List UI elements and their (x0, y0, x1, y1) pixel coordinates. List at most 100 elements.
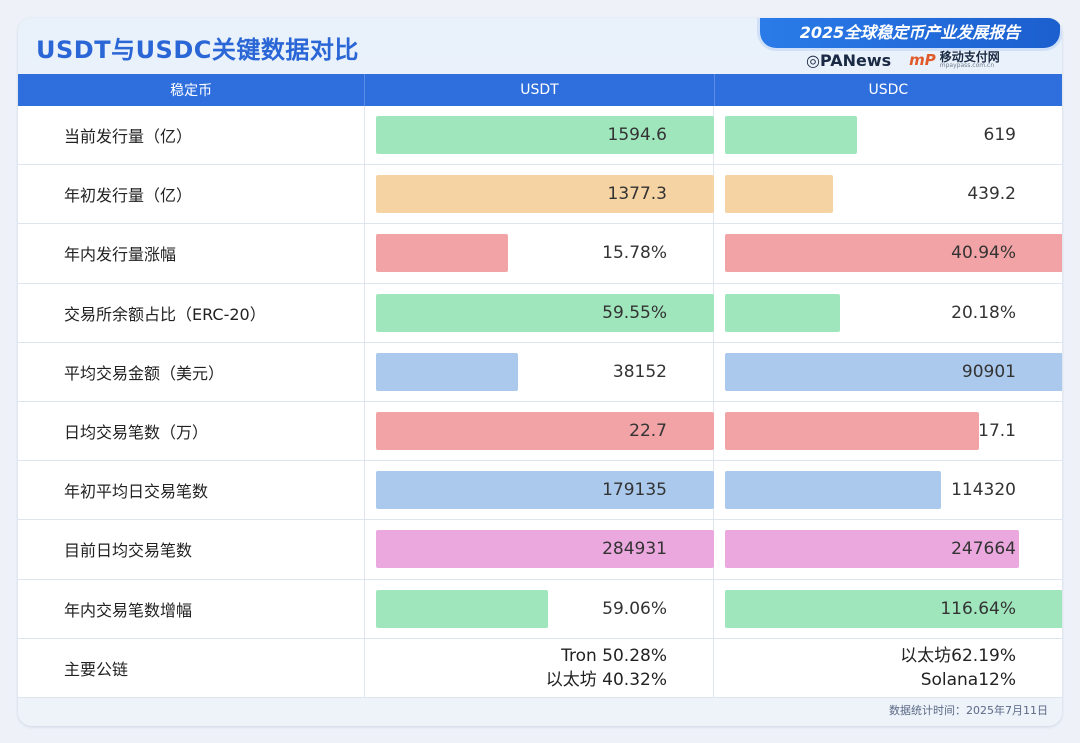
usdt-value: 15.78% (602, 243, 667, 264)
usdt-cell: 59.06% (365, 579, 714, 638)
table-body: 当前发行量（亿） 1594.6 619 年初发行量（亿） 1377.3 439.2 年内发行… (18, 106, 1062, 639)
usdc-cell: 17.1 (714, 402, 1062, 460)
usdt-bar (376, 293, 714, 332)
usdt-value: 1594.6 (607, 125, 667, 146)
usdt-cell: 284931 (365, 520, 714, 579)
table-row: 目前日均交易笔数 284931 247664 (18, 520, 1062, 580)
usdt-value: 38152 (612, 361, 667, 382)
usdt-bar (376, 234, 508, 273)
data-table: 稳定币 USDT USDC 当前发行量（亿） 1594.6 619 年初发行量（亿） 1… (18, 74, 1062, 698)
logo-bar: ◎PANews mP 移动支付网 mpaypass.com.cn (798, 48, 1062, 72)
usdt-cell: 1594.6 (365, 106, 714, 165)
usdc-cell: 114320 (714, 461, 1062, 519)
table-row: 年内交易笔数增幅 59.06% 116.64% (18, 579, 1062, 639)
usdc-cell: 20.18% (714, 284, 1062, 342)
data-date-footer: 数据统计时间：2025年7月11日 (889, 704, 1048, 717)
usdc-chain-list: 以太坊62.19% Solana12% (900, 643, 1016, 693)
mp-mark-icon: mP (909, 51, 936, 69)
usdt-cell: 179135 (365, 461, 714, 520)
usdt-bar (376, 116, 714, 154)
usdt-value: 1377.3 (607, 184, 667, 205)
usdc-bar (725, 411, 979, 450)
usdc-cell: 以太坊62.19% Solana12% (714, 639, 1062, 697)
panews-logo-text: PANews (819, 50, 892, 70)
header-usdc: USDC (868, 82, 909, 98)
usdt-value: 59.55% (602, 302, 667, 323)
page-title: USDT与USDC关键数据对比 (36, 36, 359, 64)
usdt-value: 22.7 (629, 421, 667, 442)
usdc-bar (725, 471, 941, 510)
usdt-bar (376, 352, 518, 391)
row-label: 当前发行量（亿） (18, 106, 365, 165)
panews-o-icon: ◎ (806, 50, 820, 70)
usdc-bar (725, 175, 833, 214)
usdc-bar (725, 234, 1062, 273)
usdt-cell: 15.78% (365, 224, 714, 283)
mp-logo-en: mpaypass.com.cn (939, 62, 995, 69)
table-row: 当前发行量（亿） 1594.6 619 (18, 106, 1062, 166)
usdt-cell: Tron 50.28% 以太坊 40.32% (365, 638, 714, 697)
usdc-value: 90901 (961, 361, 1016, 382)
row-label: 主要公链 (18, 638, 365, 697)
table-row: 年初平均日交易笔数 179135 114320 (18, 461, 1062, 521)
table-row: 交易所余额占比（ERC-20） 59.55% 20.18% (18, 283, 1062, 343)
usdc-bar (725, 530, 1019, 569)
row-label: 年内交易笔数增幅 (18, 579, 365, 638)
table-row: 年内发行量涨幅 15.78% 40.94% (18, 224, 1062, 284)
row-label: 年内发行量涨幅 (18, 224, 365, 283)
usdc-bar (725, 293, 840, 332)
usdt-cell: 38152 (365, 342, 714, 401)
table-row: 日均交易笔数（万） 22.7 17.1 (18, 401, 1062, 462)
usdc-value: 17.1 (978, 421, 1016, 442)
usdt-chain-2: 以太坊 40.32% (545, 669, 667, 690)
usdc-value: 247664 (951, 539, 1016, 560)
row-label: 交易所余额占比（ERC-20） (18, 283, 365, 342)
usdt-bar (376, 530, 714, 569)
usdt-bar (376, 471, 714, 510)
header-usdt: USDT (365, 74, 715, 106)
usdc-cell: 247664 (714, 520, 1062, 578)
header-stablecoin: 稳定币 (18, 74, 366, 106)
usdc-cell: 116.64% (714, 580, 1062, 638)
chain-row: 主要公链 Tron 50.28% 以太坊 40.32% 以太坊62.19% So… (18, 638, 1062, 698)
row-label: 年初平均日交易笔数 (18, 461, 365, 520)
usdt-value: 284931 (602, 539, 667, 560)
table-row: 年初发行量（亿） 1377.3 439.2 (18, 165, 1062, 225)
usdc-bar (725, 352, 1062, 391)
panews-logo: ◎PANews (806, 51, 891, 70)
mp-logo-text: 移动支付网 mpaypass.com.cn (940, 51, 1000, 69)
row-label: 平均交易金额（美元） (18, 342, 365, 401)
table-header: 稳定币 USDT USDC (18, 74, 1062, 106)
table-row: 平均交易金额（美元） 38152 90901 (18, 342, 1062, 402)
usdc-bar (725, 116, 857, 154)
usdt-cell: 22.7 (365, 401, 714, 461)
usdc-bar (725, 589, 1062, 628)
usdc-value: 439.2 (967, 184, 1016, 205)
usdt-chain-list: Tron 50.28% 以太坊 40.32% (546, 643, 667, 693)
usdt-value: 179135 (602, 480, 667, 501)
row-label: 日均交易笔数（万） (18, 401, 365, 461)
row-label: 目前日均交易笔数 (18, 520, 365, 579)
usdc-value: 40.94% (951, 243, 1016, 264)
usdt-cell: 59.55% (365, 283, 714, 342)
usdc-chain-1: 以太坊62.19% (900, 645, 1016, 666)
mp-logo-cn: 移动支付网 (939, 50, 1000, 64)
usdc-chain-2: Solana12% (920, 669, 1016, 690)
usdc-value: 619 (983, 125, 1016, 146)
usdt-chain-1: Tron 50.28% (561, 645, 667, 666)
report-banner: 2025全球稳定币产业发展报告 (760, 18, 1060, 48)
usdc-value: 20.18% (951, 302, 1016, 323)
usdc-cell: 439.2 (714, 165, 1062, 223)
usdt-cell: 1377.3 (365, 165, 714, 224)
row-label: 年初发行量（亿） (18, 165, 365, 224)
usdc-cell: 619 (714, 106, 1062, 164)
usdt-bar (376, 411, 714, 450)
usdt-bar (376, 175, 714, 214)
usdc-value: 116.64% (940, 598, 1016, 619)
usdt-bar (376, 589, 548, 628)
usdc-cell: 40.94% (714, 224, 1062, 282)
usdc-value: 114320 (951, 480, 1016, 501)
mpaypass-logo: mP 移动支付网 mpaypass.com.cn (909, 51, 1000, 69)
usdt-value: 59.06% (602, 598, 667, 619)
usdc-cell: 90901 (714, 343, 1062, 401)
